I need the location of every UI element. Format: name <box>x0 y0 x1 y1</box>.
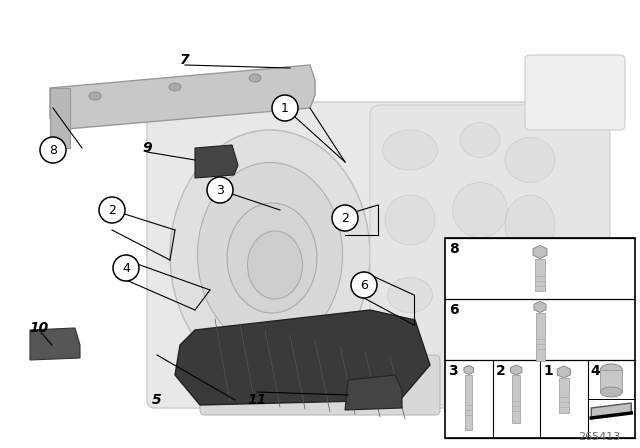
Polygon shape <box>533 246 547 258</box>
Ellipse shape <box>460 265 520 315</box>
Polygon shape <box>464 366 474 375</box>
FancyBboxPatch shape <box>200 355 440 415</box>
Text: 10: 10 <box>29 321 49 335</box>
Circle shape <box>332 205 358 231</box>
Polygon shape <box>50 65 315 130</box>
Ellipse shape <box>249 74 261 82</box>
Ellipse shape <box>89 92 101 100</box>
Polygon shape <box>175 310 430 405</box>
Ellipse shape <box>600 364 622 376</box>
Circle shape <box>99 197 125 223</box>
Text: 3: 3 <box>216 184 224 197</box>
FancyBboxPatch shape <box>147 102 593 408</box>
Circle shape <box>351 272 377 298</box>
Bar <box>559 378 569 413</box>
Bar <box>600 370 622 392</box>
Ellipse shape <box>452 182 508 237</box>
Polygon shape <box>345 375 402 410</box>
Text: 2: 2 <box>495 364 505 378</box>
Text: 7: 7 <box>180 53 190 67</box>
Polygon shape <box>195 145 238 178</box>
Text: 2: 2 <box>108 203 116 216</box>
Polygon shape <box>591 403 631 418</box>
Text: 1: 1 <box>543 364 553 378</box>
Text: 6: 6 <box>449 303 459 317</box>
Bar <box>512 375 520 423</box>
Ellipse shape <box>169 83 181 91</box>
Ellipse shape <box>385 195 435 245</box>
Polygon shape <box>557 366 570 378</box>
Text: 11: 11 <box>248 393 267 407</box>
Text: 9: 9 <box>142 141 152 155</box>
Text: 4: 4 <box>591 364 600 378</box>
Ellipse shape <box>248 231 303 299</box>
Ellipse shape <box>383 130 438 170</box>
Bar <box>536 313 545 361</box>
Text: 265413: 265413 <box>578 432 620 442</box>
Ellipse shape <box>600 387 622 397</box>
Circle shape <box>113 255 139 281</box>
Text: 3: 3 <box>448 364 458 378</box>
Text: 2: 2 <box>341 211 349 224</box>
Text: 8: 8 <box>49 143 57 156</box>
Ellipse shape <box>387 277 433 313</box>
Circle shape <box>272 95 298 121</box>
Polygon shape <box>30 328 80 360</box>
Bar <box>535 258 545 290</box>
Ellipse shape <box>505 138 555 182</box>
Bar <box>465 375 472 430</box>
Bar <box>445 238 635 438</box>
Ellipse shape <box>227 203 317 313</box>
FancyBboxPatch shape <box>525 55 625 130</box>
Circle shape <box>207 177 233 203</box>
Circle shape <box>40 137 66 163</box>
Text: 6: 6 <box>360 279 368 292</box>
Polygon shape <box>511 365 522 375</box>
Text: 4: 4 <box>122 262 130 275</box>
Text: 1: 1 <box>281 102 289 115</box>
Ellipse shape <box>170 130 370 380</box>
Text: 8: 8 <box>449 242 459 256</box>
Polygon shape <box>534 302 546 313</box>
Text: 5: 5 <box>152 393 162 407</box>
Ellipse shape <box>505 195 555 255</box>
Polygon shape <box>50 88 70 148</box>
Ellipse shape <box>198 163 342 348</box>
FancyBboxPatch shape <box>370 105 610 405</box>
Ellipse shape <box>460 122 500 158</box>
